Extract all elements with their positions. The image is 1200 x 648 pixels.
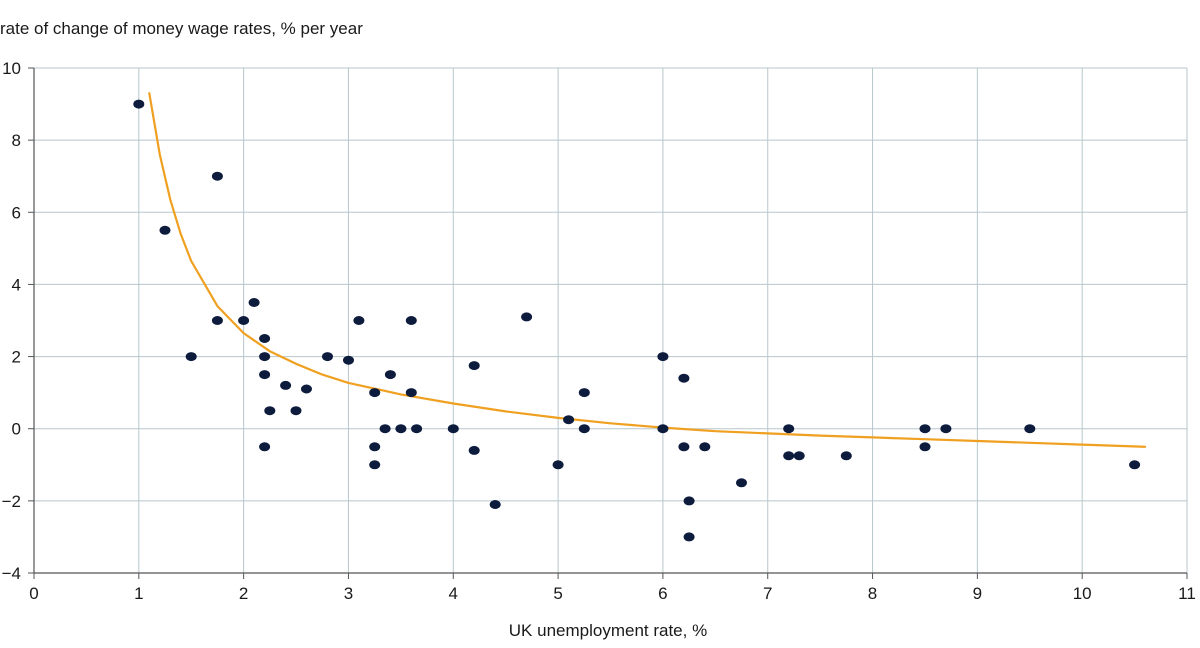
data-point [395,424,407,434]
data-point [793,451,805,461]
data-point [699,442,711,452]
data-point [133,99,145,109]
data-point [1024,424,1036,434]
data-point [919,442,931,452]
data-point [563,415,575,425]
y-tick-label: 8 [12,131,21,150]
x-axis-label: UK unemployment rate, % [509,621,707,640]
data-point [683,532,695,542]
x-tick-label: 1 [134,584,143,603]
data-point [683,496,695,506]
data-point [521,312,533,322]
x-tick-label: 7 [763,584,772,603]
y-tick-label: 6 [12,203,21,222]
data-point [919,424,931,434]
data-point [353,316,365,325]
data-point [343,355,354,365]
data-point [678,442,690,452]
data-point [578,388,590,398]
data-point [369,460,381,470]
data-point [211,316,223,325]
data-point [578,424,590,434]
x-tick-label: 3 [344,584,353,603]
data-point [678,373,690,383]
axes [28,67,1188,579]
data-point [1129,460,1141,470]
data-point [384,370,396,380]
data-point [369,388,381,398]
x-tick-label: 5 [553,584,562,603]
y-tick-label: 0 [12,420,21,439]
data-point [840,451,852,461]
data-point [248,298,260,307]
data-point [238,316,250,325]
y-tick-label: 4 [12,275,21,294]
data-point [259,352,271,362]
x-tick-label: 4 [449,584,458,603]
data-point [736,478,747,488]
data-point [405,388,417,398]
x-tick-label: 6 [658,584,667,603]
data-point [185,352,197,362]
data-point [259,370,271,380]
scatter-points-layer [133,99,1141,542]
y-tick-label: 2 [12,348,21,367]
data-point [657,352,669,362]
data-point [940,424,952,434]
data-point [489,500,501,509]
data-point [783,451,795,461]
data-point [405,316,417,325]
data-point [411,424,423,434]
data-point [468,445,480,455]
x-tick-label: 11 [1178,584,1196,603]
data-point [369,442,381,452]
y-axis-label: rate of change of money wage rates, % pe… [0,19,363,38]
tick-labels: 0 1 2 3 4 5 6 7 8 9 10 11 −4 −2 0 2 4 6 8 10 [2,59,1196,603]
data-point [290,406,302,416]
data-point [211,171,223,181]
data-point [301,384,312,394]
x-tick-label: 9 [973,584,982,603]
data-point [447,424,459,434]
data-point [379,424,391,434]
y-tick-label: −4 [2,564,21,583]
data-point [552,460,564,470]
data-point [783,424,795,434]
data-point [657,424,669,434]
data-point [280,380,292,390]
fitted-curve-layer [148,92,1147,448]
x-tick-label: 10 [1073,584,1092,603]
fitted-curve [148,92,1147,448]
data-point [259,442,271,452]
data-point [468,361,480,371]
data-point [264,406,276,416]
data-point [322,352,333,362]
y-tick-label: −2 [2,492,21,511]
data-point [259,334,271,343]
y-tick-label: 10 [2,59,21,78]
gridlines [34,67,1188,573]
x-tick-label: 2 [239,584,248,603]
x-tick-label: 0 [29,584,38,603]
data-point [159,225,171,235]
x-tick-label: 8 [868,584,877,603]
